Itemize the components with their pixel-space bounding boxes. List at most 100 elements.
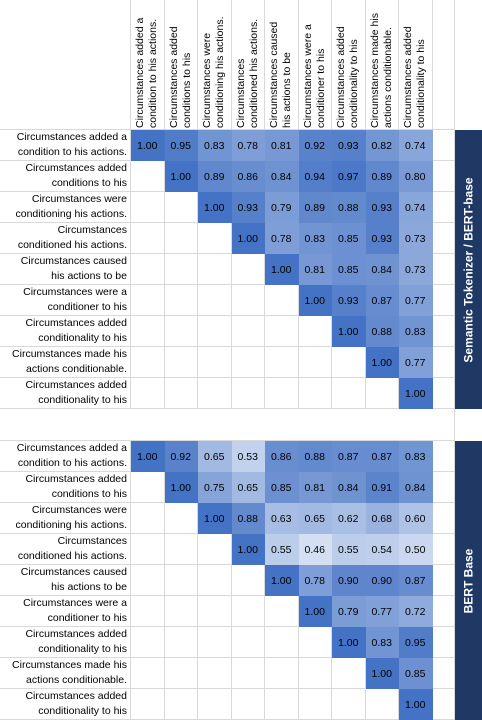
- cell-value-label: 1.00: [137, 140, 158, 152]
- cell-value-label: 0.55: [338, 544, 359, 556]
- heatmap-cell: 1.00: [198, 192, 232, 223]
- row-label-line: Circumstances caused: [20, 255, 127, 267]
- empty-cell: [198, 378, 232, 409]
- empty-cell: [131, 565, 165, 596]
- heatmap-cell: 0.93: [365, 223, 399, 254]
- cell-value-label: 0.85: [405, 668, 426, 680]
- heatmap-cell: 1.00: [265, 254, 299, 285]
- column-header-line: Circumstances were a: [301, 24, 314, 128]
- row-label: Circumstances added conditions to his: [0, 161, 131, 192]
- row-label: Circumstances added conditionality to his: [0, 627, 131, 658]
- heatmap-cell: 0.65: [198, 441, 232, 472]
- empty-cell: [198, 565, 232, 596]
- heatmap-cell: 0.77: [399, 347, 433, 378]
- column-header-text: Circumstances conditioned his actions.: [235, 19, 261, 128]
- row-label-line: Circumstances added a: [16, 442, 127, 454]
- cell-value-label: 0.65: [237, 482, 258, 494]
- empty-cell: [265, 596, 299, 627]
- cell-value-label: 1.00: [371, 357, 392, 369]
- cell-value-label: 0.50: [405, 544, 426, 556]
- column-header-text: Circumstances made his actions conditiona…: [369, 13, 395, 128]
- empty-cell: [131, 254, 165, 285]
- row-label-line: conditioning his actions.: [15, 519, 128, 531]
- trailing-blank-cell: [432, 596, 455, 627]
- empty-cell: [298, 316, 332, 347]
- empty-cell: [231, 596, 265, 627]
- cell-value-label: 0.84: [338, 482, 359, 494]
- row-label-line: conditioned his actions.: [17, 550, 127, 562]
- cell-value-label: 1.00: [170, 171, 191, 183]
- column-header-line: conditioner to his: [314, 48, 327, 128]
- cell-value-label: 0.95: [405, 637, 426, 649]
- heatmap-cell: 0.83: [399, 441, 433, 472]
- column-header-line: Circumstances added: [335, 26, 347, 128]
- row-label-line: conditionality to his: [38, 705, 127, 717]
- column-header-line: Circumstances were: [201, 32, 213, 128]
- empty-cell: [131, 285, 165, 316]
- heatmap-cell: 1.00: [332, 316, 366, 347]
- heatmap-cell: 0.65: [231, 472, 265, 503]
- trailing-blank-cell: [432, 689, 455, 720]
- row-label-line: Circumstances added: [25, 317, 127, 329]
- cell-value-label: 0.55: [271, 544, 292, 556]
- cell-value-label: 0.83: [405, 326, 426, 338]
- cell-value-label: 0.73: [405, 233, 426, 245]
- heatmap-cell: 0.83: [399, 316, 433, 347]
- heatmap-cell: 0.60: [399, 503, 433, 534]
- header-blank-cell: [432, 0, 455, 130]
- column-header-line: conditionality to his: [415, 39, 427, 128]
- cell-value-label: 0.77: [371, 606, 392, 618]
- cell-value-label: 0.62: [338, 513, 359, 525]
- cell-value-label: 1.00: [237, 233, 258, 245]
- trailing-blank-cell: [432, 472, 455, 503]
- heatmap-cell: 0.87: [332, 441, 366, 472]
- empty-cell: [265, 378, 299, 409]
- cell-value-label: 1.00: [338, 326, 359, 338]
- row-label-line: Circumstances: [57, 224, 127, 236]
- heatmap-cell: 0.86: [231, 161, 265, 192]
- empty-cell: [164, 689, 198, 720]
- cell-value-label: 0.74: [405, 202, 426, 214]
- cell-value-label: 0.75: [204, 482, 225, 494]
- spacer-row: [0, 409, 455, 441]
- row-label: Circumstances were conditioning his actio…: [0, 192, 131, 223]
- heatmap-cell: 0.81: [298, 472, 332, 503]
- row-label-line: conditioner to his: [47, 612, 127, 624]
- row-label: Circumstances made his actions conditiona…: [0, 347, 131, 378]
- heatmap-cell: 1.00: [164, 472, 198, 503]
- empty-cell: [265, 658, 299, 689]
- empty-cell: [131, 596, 165, 627]
- empty-cell: [131, 534, 165, 565]
- column-header-line: Circumstances made his: [368, 13, 381, 128]
- row-label-line: conditioned his actions.: [17, 239, 127, 251]
- heatmap-cell: 0.75: [198, 472, 232, 503]
- column-header-line: condition to his actions.: [147, 18, 159, 128]
- row-label-line: Circumstances added: [25, 690, 127, 702]
- cell-value-label: 0.94: [304, 171, 325, 183]
- empty-cell: [365, 689, 399, 720]
- empty-cell: [231, 627, 265, 658]
- row-label: Circumstances were a conditioner to his: [0, 285, 131, 316]
- cell-value-label: 0.68: [371, 513, 392, 525]
- heatmap-cell: 0.74: [399, 130, 433, 161]
- empty-cell: [298, 627, 332, 658]
- empty-cell: [198, 285, 232, 316]
- column-header: Circumstances added conditions to his: [164, 0, 198, 130]
- cell-value-label: 0.90: [371, 575, 392, 587]
- cell-value-label: 1.00: [204, 513, 225, 525]
- empty-cell: [231, 689, 265, 720]
- cell-value-label: 0.83: [371, 637, 392, 649]
- empty-cell: [131, 378, 165, 409]
- heatmap-cell: 0.68: [365, 503, 399, 534]
- heatmap-cell: 0.93: [332, 130, 366, 161]
- cell-value-label: 0.92: [170, 451, 191, 463]
- cell-value-label: 0.60: [405, 513, 426, 525]
- empty-cell: [164, 316, 198, 347]
- heatmap-cell: 0.91: [365, 472, 399, 503]
- empty-cell: [332, 378, 366, 409]
- column-header-line: Circumstances caused: [268, 21, 280, 128]
- heatmap-cell: 0.62: [332, 503, 366, 534]
- cell-value-label: 1.00: [271, 264, 292, 276]
- empty-cell: [131, 627, 165, 658]
- cell-value-label: 1.00: [371, 668, 392, 680]
